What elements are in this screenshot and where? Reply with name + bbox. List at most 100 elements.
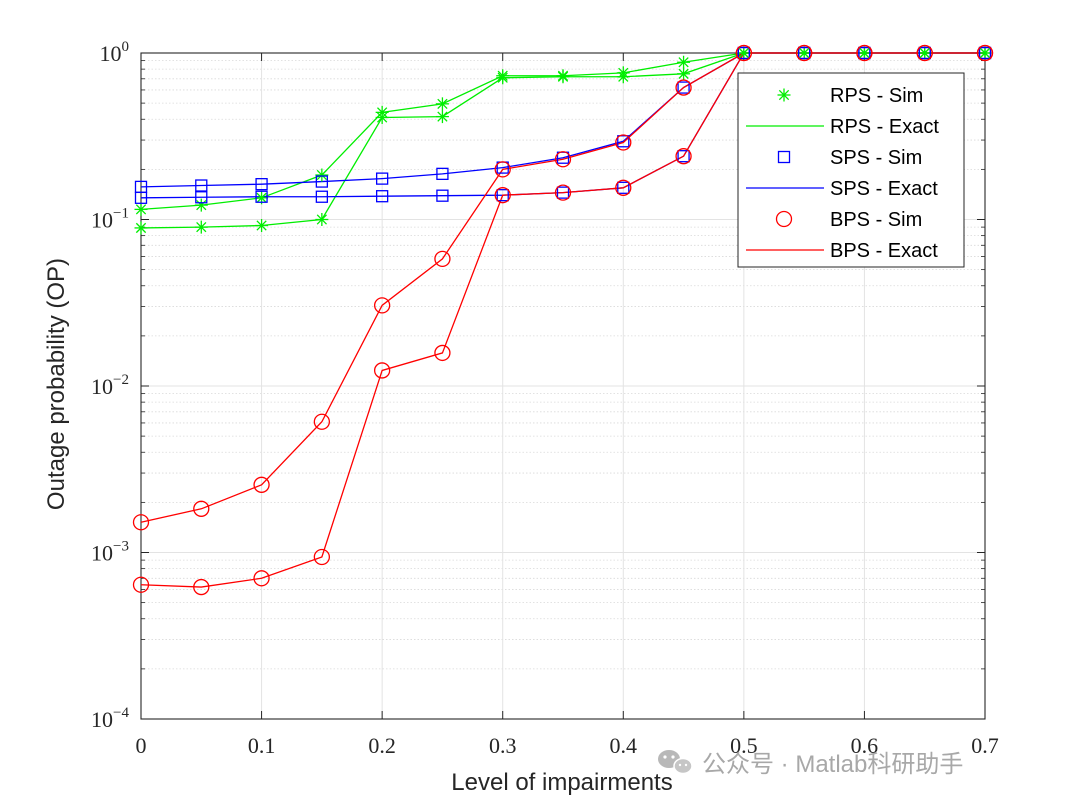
y-tick-label: 10−4	[91, 705, 129, 732]
circle-marker	[253, 476, 270, 493]
asterisk-marker	[315, 213, 329, 226]
square-marker	[255, 190, 268, 203]
circle-marker	[554, 184, 572, 201]
watermark: 公众号 · Matlab科研助手	[658, 750, 963, 778]
x-tick-label: 0	[136, 733, 147, 758]
x-tick-label: 0.4	[610, 733, 638, 758]
asterisk-marker	[797, 46, 811, 60]
square-marker	[315, 190, 329, 203]
circle-marker	[554, 151, 572, 168]
square-marker	[918, 46, 931, 60]
y-tick-label: 10−1	[91, 206, 129, 233]
circle-marker	[735, 44, 753, 62]
asterisk-marker	[375, 110, 389, 124]
square-marker	[255, 178, 268, 191]
square-marker	[677, 81, 690, 94]
square-marker	[375, 190, 389, 203]
circle-marker	[675, 148, 692, 165]
square-marker	[134, 191, 148, 204]
square-marker	[496, 189, 509, 202]
circle-marker	[494, 187, 511, 204]
exact-line	[140, 52, 985, 588]
asterisk-marker	[677, 55, 691, 69]
circle-marker	[434, 250, 451, 268]
circle-marker	[253, 570, 270, 587]
y-tick-label: 10−3	[91, 539, 129, 566]
square-marker	[375, 172, 389, 185]
square-marker	[677, 150, 690, 163]
square-marker	[617, 135, 630, 148]
circle-marker	[615, 134, 632, 151]
circle-marker	[976, 44, 994, 62]
watermark-text: 公众号 · Matlab科研助手	[702, 751, 963, 778]
asterisk-marker	[435, 97, 449, 111]
square-marker	[797, 46, 811, 60]
asterisk-marker	[194, 198, 208, 212]
circle-marker	[373, 362, 391, 379]
y-axis-label: Outage probability (OP)	[43, 258, 70, 510]
asterisk-marker	[556, 70, 570, 84]
y-tick-label: 10−2	[91, 372, 129, 399]
y-tick-label: 100	[100, 39, 130, 66]
legend-label: SPS - Exact	[830, 178, 938, 200]
square-marker	[737, 46, 751, 60]
x-tick-label: 0.7	[971, 733, 999, 758]
asterisk-marker	[857, 46, 871, 60]
legend-box	[737, 72, 965, 268]
square-marker	[978, 46, 992, 60]
asterisk-marker	[616, 70, 630, 84]
circle-marker	[494, 161, 511, 178]
asterisk-marker	[315, 168, 329, 182]
x-tick-label: 0.6	[851, 733, 879, 758]
square-marker	[195, 179, 208, 192]
asterisk-marker	[134, 202, 148, 216]
legend-label: RPS - Exact	[830, 116, 939, 138]
square-marker	[858, 46, 871, 60]
x-tick-label: 0.1	[248, 733, 276, 758]
circle-marker	[193, 578, 210, 596]
circle-marker	[132, 576, 150, 593]
square-marker	[436, 189, 449, 202]
asterisk-marker	[255, 219, 269, 233]
circle-marker	[675, 79, 692, 96]
asterisk-marker	[194, 220, 208, 234]
circle-marker	[313, 548, 331, 566]
circle-marker	[193, 500, 210, 517]
asterisk-marker	[978, 46, 992, 60]
circle-marker	[373, 297, 391, 314]
legend-label: SPS - Sim	[830, 147, 922, 169]
asterisk-marker	[777, 88, 791, 102]
asterisk-marker	[677, 67, 691, 81]
circle-marker	[856, 44, 873, 62]
circle-marker	[434, 344, 451, 362]
square-marker	[777, 150, 791, 164]
x-tick-label: 0.3	[489, 733, 517, 758]
asterisk-marker	[134, 221, 148, 235]
circle-marker	[916, 44, 933, 62]
asterisk-marker	[496, 71, 510, 85]
legend: RPS - Sim RPS - Exact SPS - Sim SPS - Exact…	[737, 72, 965, 268]
circle-marker	[615, 179, 632, 196]
square-marker	[556, 186, 570, 199]
axes	[140, 52, 986, 720]
legend-label: RPS - Sim	[830, 85, 923, 107]
x-tick-label: 0.2	[368, 733, 396, 758]
tick-labels: 0 0.1 0.2 0.3 0.4 0.5 0.6 0.7 100 10−1 10−2 10−3 10−…	[91, 39, 999, 758]
square-marker	[315, 175, 329, 188]
circle-marker	[795, 44, 813, 62]
square-marker	[195, 191, 208, 204]
wechat-icon	[658, 750, 693, 775]
square-marker	[436, 167, 449, 181]
legend-label: BPS - Exact	[830, 240, 938, 262]
series-layer	[132, 44, 994, 596]
circle-marker	[313, 413, 331, 430]
asterisk-marker	[737, 46, 751, 60]
square-marker	[617, 181, 630, 194]
asterisk-marker	[918, 46, 932, 60]
circle-marker	[775, 210, 793, 228]
circle-marker	[132, 514, 150, 531]
asterisk-marker	[435, 110, 449, 124]
legend-label: BPS - Sim	[830, 209, 922, 231]
